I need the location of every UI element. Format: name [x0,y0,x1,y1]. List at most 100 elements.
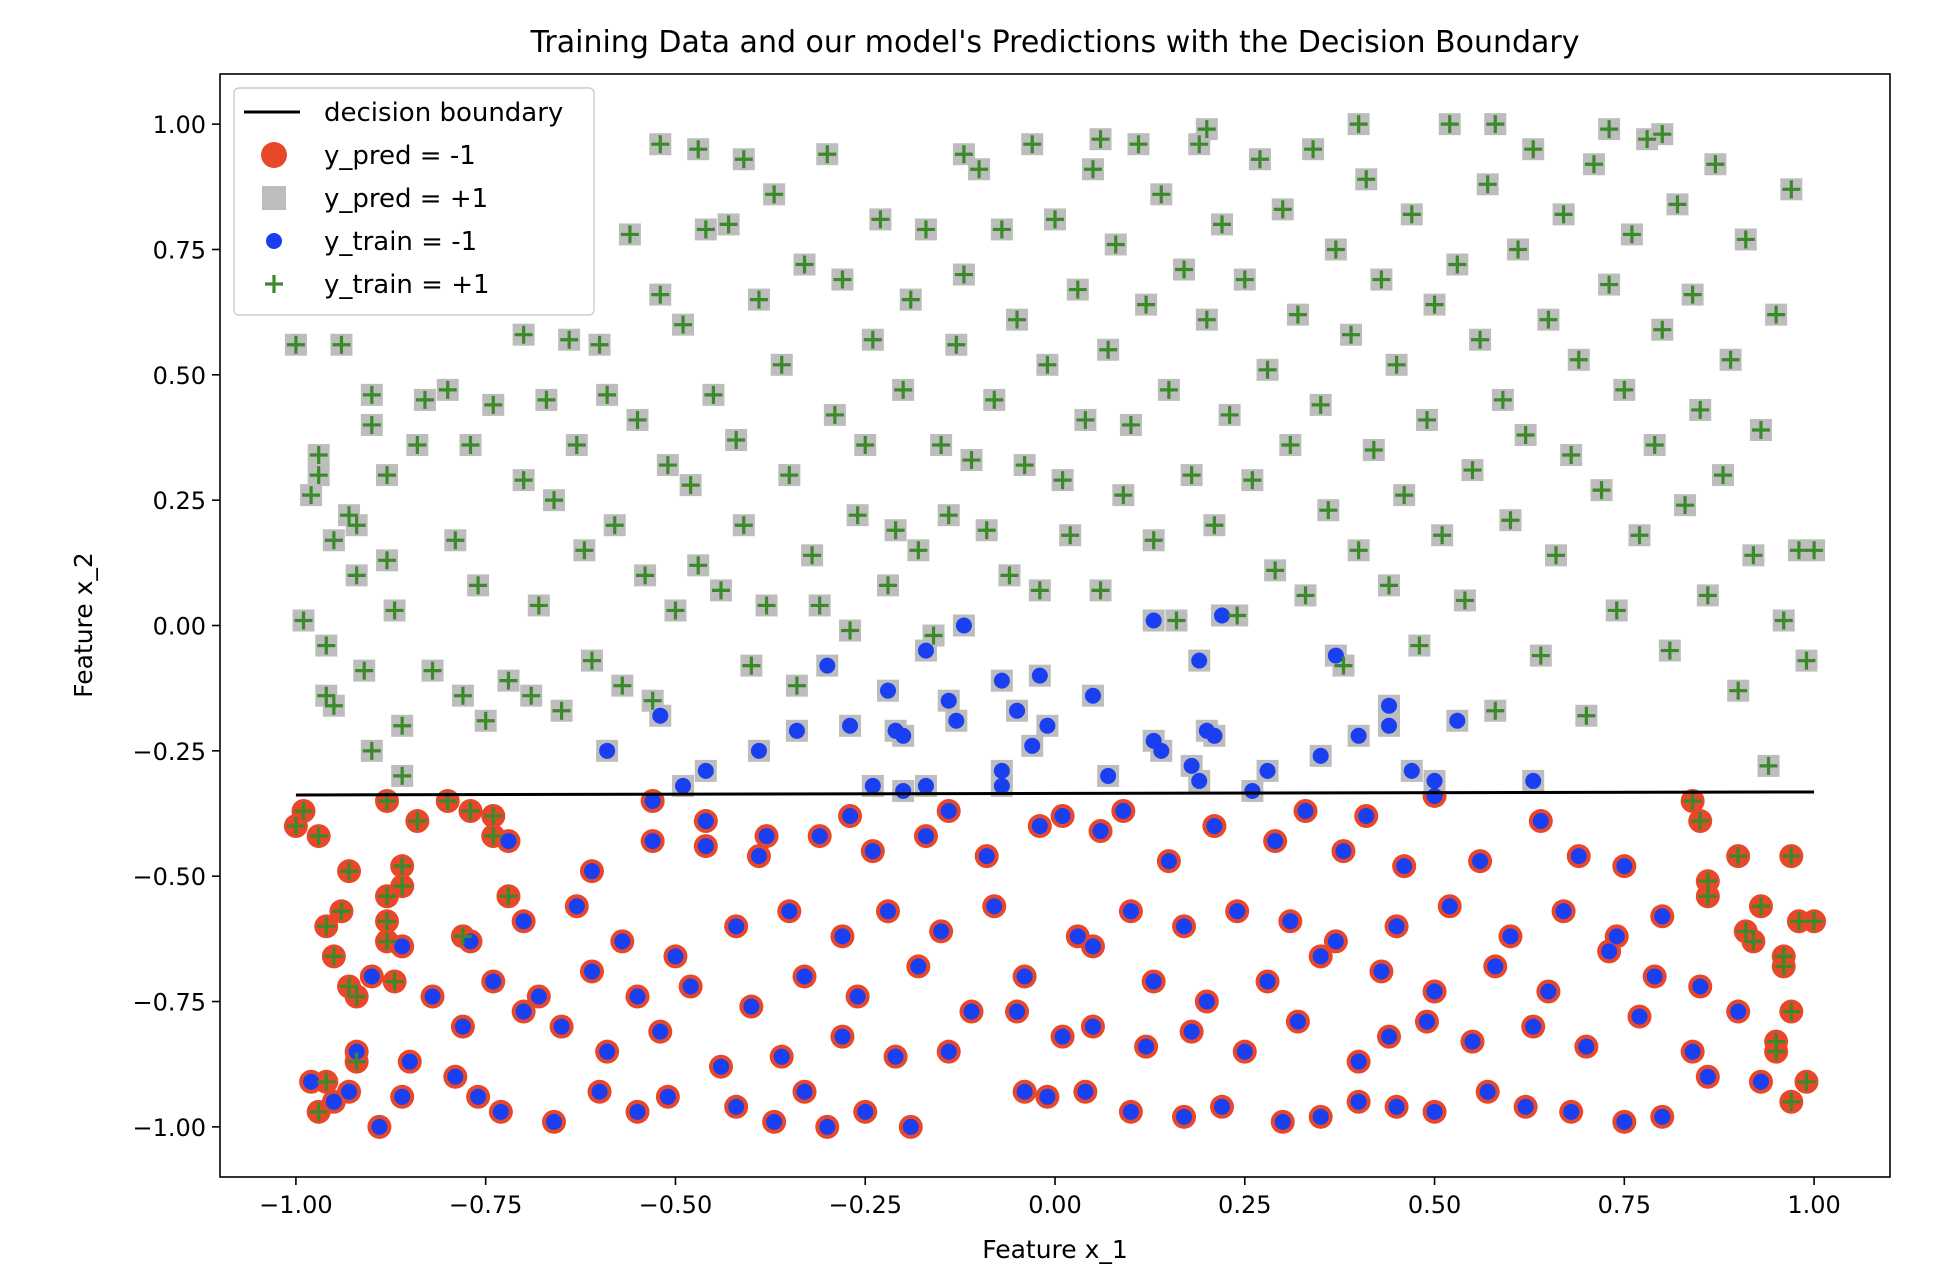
train-pos-point [575,541,594,560]
train-pos-point [742,656,761,675]
train-pos-point [863,330,882,349]
train-pos-point [309,1102,328,1121]
train-pos-point [1213,215,1231,234]
train-pos-point [962,451,981,470]
train-pos-point [1653,320,1672,339]
train-neg-point [515,913,532,930]
train-neg-point [1350,1053,1367,1070]
train-pos-point [658,456,677,475]
train-neg-point [1191,652,1208,669]
train-neg-point [1138,1038,1155,1055]
train-pos-point [1402,205,1421,224]
y-tick-label: −0.25 [132,738,206,766]
train-neg-point [917,642,934,659]
x-tick-label: 1.00 [1787,1191,1840,1219]
train-neg-point [819,657,836,674]
legend-label: y_pred = +1 [324,184,488,214]
train-neg-point [1616,1113,1633,1130]
train-pos-point [408,436,427,455]
train-pos-point [1046,210,1064,229]
train-pos-point [1714,466,1732,485]
train-pos-point [302,486,321,505]
train-pos-point [1744,932,1763,951]
train-pos-point [1751,897,1770,916]
train-pos-point [1676,496,1695,515]
train-pos-point [324,531,343,550]
train-pos-point [529,596,548,615]
legend: decision boundary y_pred = -1 y_pred = +1 y… [233,87,595,316]
x-tick-label: 0.25 [1218,1191,1271,1219]
y-tick-label: −0.75 [132,989,206,1017]
train-pos-point [317,1072,336,1091]
train-neg-point [1654,1108,1671,1125]
train-neg-point [993,762,1010,779]
train-neg-point [1396,858,1413,875]
legend-plus-swatch [265,275,283,293]
train-neg-point [1031,667,1048,684]
train-neg-point [1069,928,1086,945]
train-neg-point [1191,772,1208,789]
train-pos-point [378,887,396,906]
train-pos-point [1622,225,1641,244]
train-pos-point [1364,441,1383,460]
train-pos-point [1486,115,1505,134]
train-pos-point [1319,501,1338,520]
train-pos-point [894,380,913,399]
train-neg-point [940,692,957,709]
train-neg-point [1358,808,1375,825]
train-neg-point [470,1088,487,1105]
train-pos-point [393,857,412,876]
train-neg-point [1084,1018,1101,1035]
train-neg-point [1730,1003,1747,1020]
train-pos-point [825,405,844,424]
train-neg-point [1229,903,1246,920]
train-neg-point [1039,717,1056,734]
train-neg-point [1426,983,1443,1000]
train-pos-point [1197,310,1216,329]
legend-label: decision boundary [324,98,563,128]
train-pos-point [1759,756,1778,775]
train-pos-point [1668,195,1687,214]
train-neg-point [1160,853,1177,870]
train-pos-point [1357,170,1376,189]
train-neg-point [1054,808,1071,825]
train-neg-point [1259,762,1276,779]
train-pos-point [378,932,396,951]
train-neg-point [1373,963,1390,980]
train-neg-point [629,988,646,1005]
train-pos-point [355,661,374,680]
train-neg-point [1752,1073,1769,1090]
train-neg-point [530,988,547,1005]
train-pos-point [499,671,518,690]
train-pos-point [1410,636,1429,655]
train-pos-point [1000,566,1019,585]
train-neg-point [492,1103,509,1120]
train-pos-point [1630,526,1649,545]
train-pos-point [1008,310,1027,329]
train-pos-point [1509,240,1528,259]
train-neg-point [401,1053,418,1070]
train-pos-point [1091,130,1110,149]
train-pos-point [1281,436,1300,455]
train-neg-point [1084,687,1101,704]
train-neg-point [1426,787,1443,804]
y-axis: 1.00 0.75 0.50 0.25 0.00 −0.25 −0.50 −0.75 −1.00 [132,111,220,1142]
train-pos-point [1638,130,1657,149]
train-pos-point [362,741,381,760]
train-pos-point [628,410,647,429]
train-pos-point [1645,436,1664,455]
train-neg-point [1084,938,1101,955]
train-neg-point [1502,928,1519,945]
train-neg-point [842,717,859,734]
train-pos-point [916,220,935,239]
train-neg-point [887,1048,904,1065]
train-pos-point [438,380,457,399]
train-neg-point [834,928,851,945]
train-pos-point [1805,541,1824,560]
train-neg-point [1206,818,1223,835]
train-pos-point [1099,340,1118,359]
train-pos-point [1698,586,1717,605]
train-neg-point [1206,727,1223,744]
train-neg-point [1517,1098,1534,1115]
train-pos-point [1380,576,1398,595]
